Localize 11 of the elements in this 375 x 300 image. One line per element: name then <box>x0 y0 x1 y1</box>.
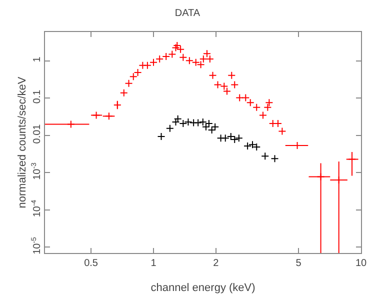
y-tick-label: 0.1 <box>32 89 43 104</box>
x-axis-title: channel energy (keV) <box>150 282 256 294</box>
x-tick-label: 2 <box>213 258 220 269</box>
x-tick-label: 5 <box>296 258 302 269</box>
chart-title: DATA <box>174 8 200 19</box>
x-tick-label: 1 <box>150 258 157 269</box>
x-tick-label: 0.5 <box>84 258 98 269</box>
y-axis-title: normalized counts/sec/keV <box>16 76 28 208</box>
y-tick-label: 1 <box>32 56 43 62</box>
x-tick-label: 10 <box>355 258 367 269</box>
y-tick-label: 0.01 <box>32 124 43 144</box>
